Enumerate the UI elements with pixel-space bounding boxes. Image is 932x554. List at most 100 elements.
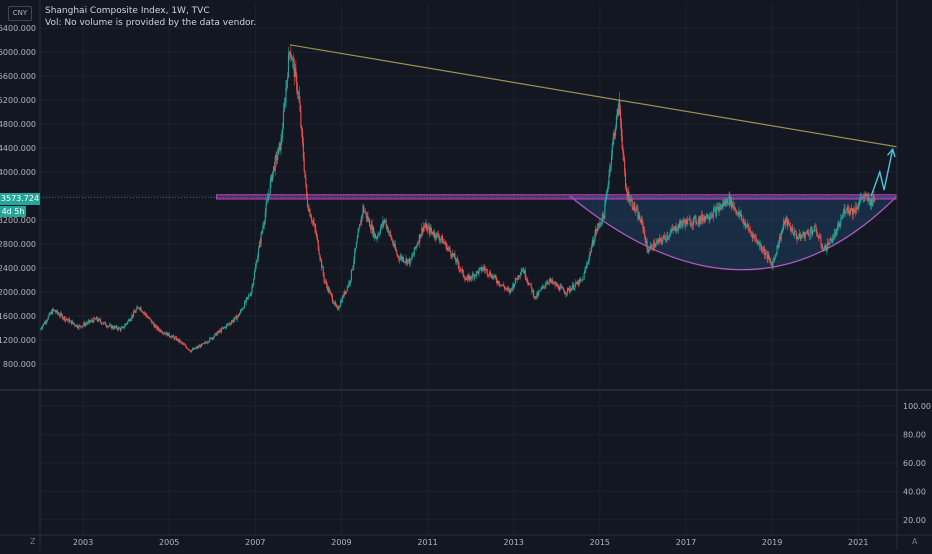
candle-body [487,274,489,276]
candle-body [161,332,163,333]
candle-body [530,283,532,288]
candle-body [666,235,668,241]
currency-badge[interactable]: CNY [8,6,32,21]
candle-body [516,279,518,281]
candle-body [427,226,429,228]
candle-body [490,276,492,279]
candle-body [321,267,323,268]
candle-body [398,258,400,260]
candle-body [129,320,131,322]
candle-body [393,244,395,247]
candle-body [263,221,265,225]
candle-body [171,336,173,338]
candle-body [374,233,376,239]
candle-body [370,224,372,230]
candle-body [497,280,499,284]
candle-body [400,256,402,258]
candle-body [146,315,148,318]
candle-body [559,286,561,291]
candle-body [99,319,102,322]
candle-body [60,313,63,315]
candle-body [337,307,339,310]
auto-scale-toggle[interactable]: A [912,537,918,546]
candle-body [860,196,862,201]
candle-body [203,343,205,344]
candle-body [88,320,90,322]
candle-body [775,253,777,255]
candle-body [553,282,555,284]
candle-body [740,214,742,217]
candle-body [481,269,483,271]
candle-body [43,323,45,325]
osc-tick-label: 100.00 [903,402,931,411]
candle-body [268,193,270,195]
candle-body [843,209,845,213]
candle-body [412,253,415,256]
candle-body [470,278,473,279]
candle-body [214,333,216,337]
candle-body [298,92,300,103]
candle-body [47,316,49,320]
candle-body [343,292,345,298]
candle-body [641,218,643,222]
time-tick-label: 2003 [73,538,93,547]
candle-body [335,305,338,307]
price-tick-label: 6000.000 [0,48,36,57]
candle-body [386,226,388,228]
candle-body [729,195,731,205]
candle-body [286,81,288,88]
candle-body [609,166,611,176]
candle-body [846,211,848,213]
candle-body [237,315,239,317]
candle-body [204,342,206,344]
candle-body [134,312,136,314]
candle-body [317,240,319,250]
price-tick-label: 2000.000 [0,288,36,297]
candle-body [256,262,258,263]
candle-body [781,230,783,234]
candle-body [759,244,762,247]
candle-body [624,172,627,188]
candle-body [97,320,99,322]
candle-body [70,320,72,322]
candle-body [803,232,805,239]
candle-body [586,263,588,265]
candle-body [535,296,537,298]
candle-body [302,142,304,158]
candle-body [569,289,571,292]
candle-body [828,244,830,246]
candle-body [313,223,315,225]
candle-body [640,218,642,223]
candle-body [181,341,183,343]
candle-body [163,332,165,334]
zoom-toggle[interactable]: Z [30,537,36,546]
time-tick-label: 2017 [676,538,696,547]
candle-body [220,328,222,333]
candle-body [759,241,761,247]
candle-body [189,349,191,352]
candle-body [820,237,822,245]
candle-body [157,327,159,330]
trend-annotations [40,44,898,198]
candle-body [201,343,203,345]
candle-body [458,265,460,269]
candle-body [76,324,78,328]
candle-body [801,235,803,237]
candle-body [486,269,488,275]
candle-body [326,285,328,291]
candle-body [831,238,833,243]
candle-body [504,286,506,289]
time-tick-label: 2013 [504,538,524,547]
candle-body [686,219,688,224]
candle-body [408,259,410,265]
price-tick-label: 2400.000 [0,264,36,273]
candle-body [757,242,759,244]
candle-body [69,320,71,323]
candle-body [167,333,169,336]
projection-arrow [870,149,894,197]
candle-body [567,288,569,293]
candle-body [763,248,765,252]
candle-body [558,289,560,291]
candle-body [232,320,234,322]
